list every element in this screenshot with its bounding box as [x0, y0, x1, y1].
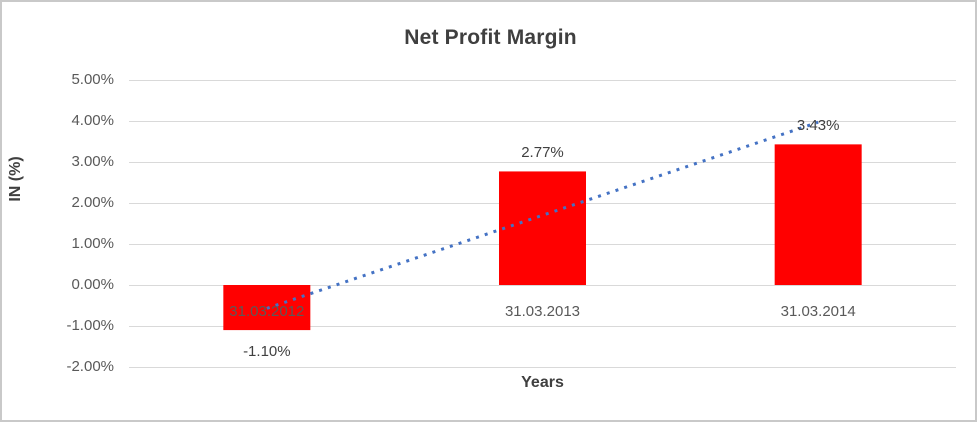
- data-label: 3.43%: [796, 117, 840, 135]
- y-tick-label: 1.00%: [71, 235, 114, 252]
- y-tick-label: 3.00%: [71, 153, 114, 170]
- x-axis-title: Years: [521, 374, 564, 391]
- x-tick-label: 31.03.2013: [504, 303, 581, 320]
- y-tick-label: 2.00%: [71, 194, 114, 211]
- bar-31.03.2014: [774, 144, 862, 285]
- data-label: 2.77%: [521, 144, 564, 162]
- y-tick-label: -1.00%: [66, 317, 114, 334]
- y-tick-label: -2.00%: [66, 358, 114, 375]
- y-tick-label: 4.00%: [71, 112, 114, 129]
- bar-31.03.2013: [499, 171, 586, 285]
- y-tick-label: 0.00%: [71, 276, 114, 293]
- x-tick-label: 31.03.2014: [780, 303, 856, 320]
- y-tick-label: 5.00%: [71, 71, 114, 88]
- chart-title: Net Profit Margin: [404, 26, 577, 49]
- x-tick-label: 31.03.2012: [229, 303, 305, 320]
- data-label: -1.10%: [243, 343, 291, 361]
